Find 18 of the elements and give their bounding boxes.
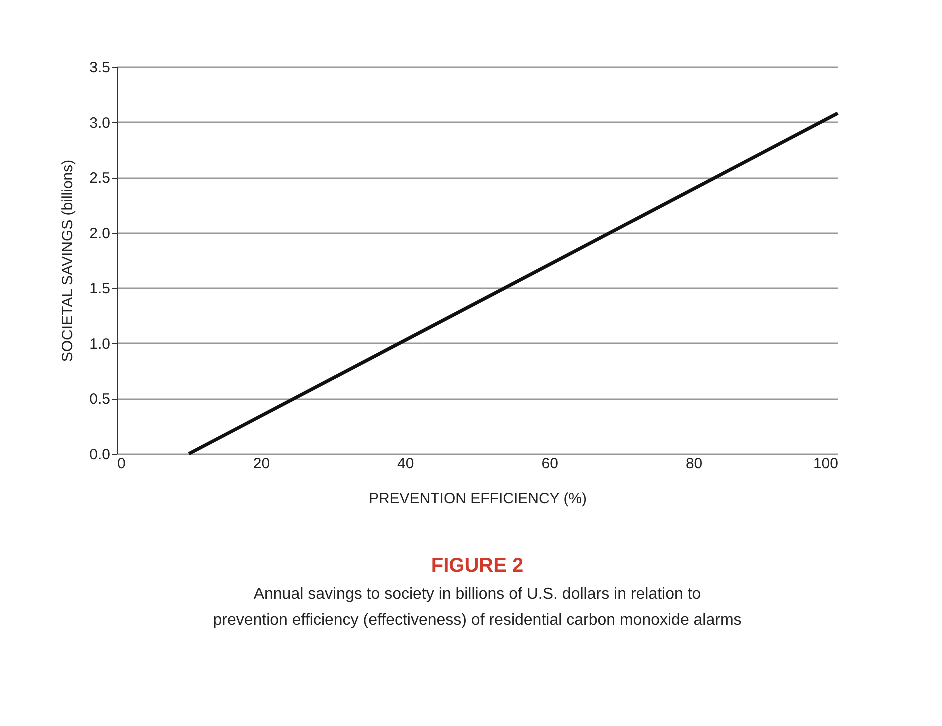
y-tick-label: 0.5 — [90, 391, 110, 408]
x-tick-label: 0 — [118, 456, 126, 472]
y-tick-label: 2.5 — [90, 170, 110, 188]
text: Annual savings to society in billions of U.S. dollars in relation to prevention efficiency (effectiveness) of residential carbon monoxide alarms — [213, 586, 742, 629]
x-axis-title: PREVENTION EFFICIENCY (%) — [368, 490, 588, 508]
x-tick-label: 80 — [686, 456, 703, 472]
y-tick-label: 3.0 — [90, 114, 110, 132]
x-tick-label: 60 — [542, 456, 558, 472]
text: FIGURE 2 — [431, 555, 524, 577]
y-tick-label: 1.5 — [90, 280, 110, 298]
x-tick-label: 20 — [253, 456, 270, 472]
y-tick-label: 2.0 — [90, 225, 110, 242]
x-tick-label: 40 — [398, 456, 414, 472]
y-axis-title: SOCIETAL SAVINGS (billions) — [60, 160, 77, 362]
y-tick-label: 3.5 — [90, 60, 110, 76]
y-tick-label: 1.0 — [90, 336, 110, 353]
x-tick-label: 100 — [813, 456, 838, 472]
y-tick-label: 0.0 — [90, 446, 110, 464]
